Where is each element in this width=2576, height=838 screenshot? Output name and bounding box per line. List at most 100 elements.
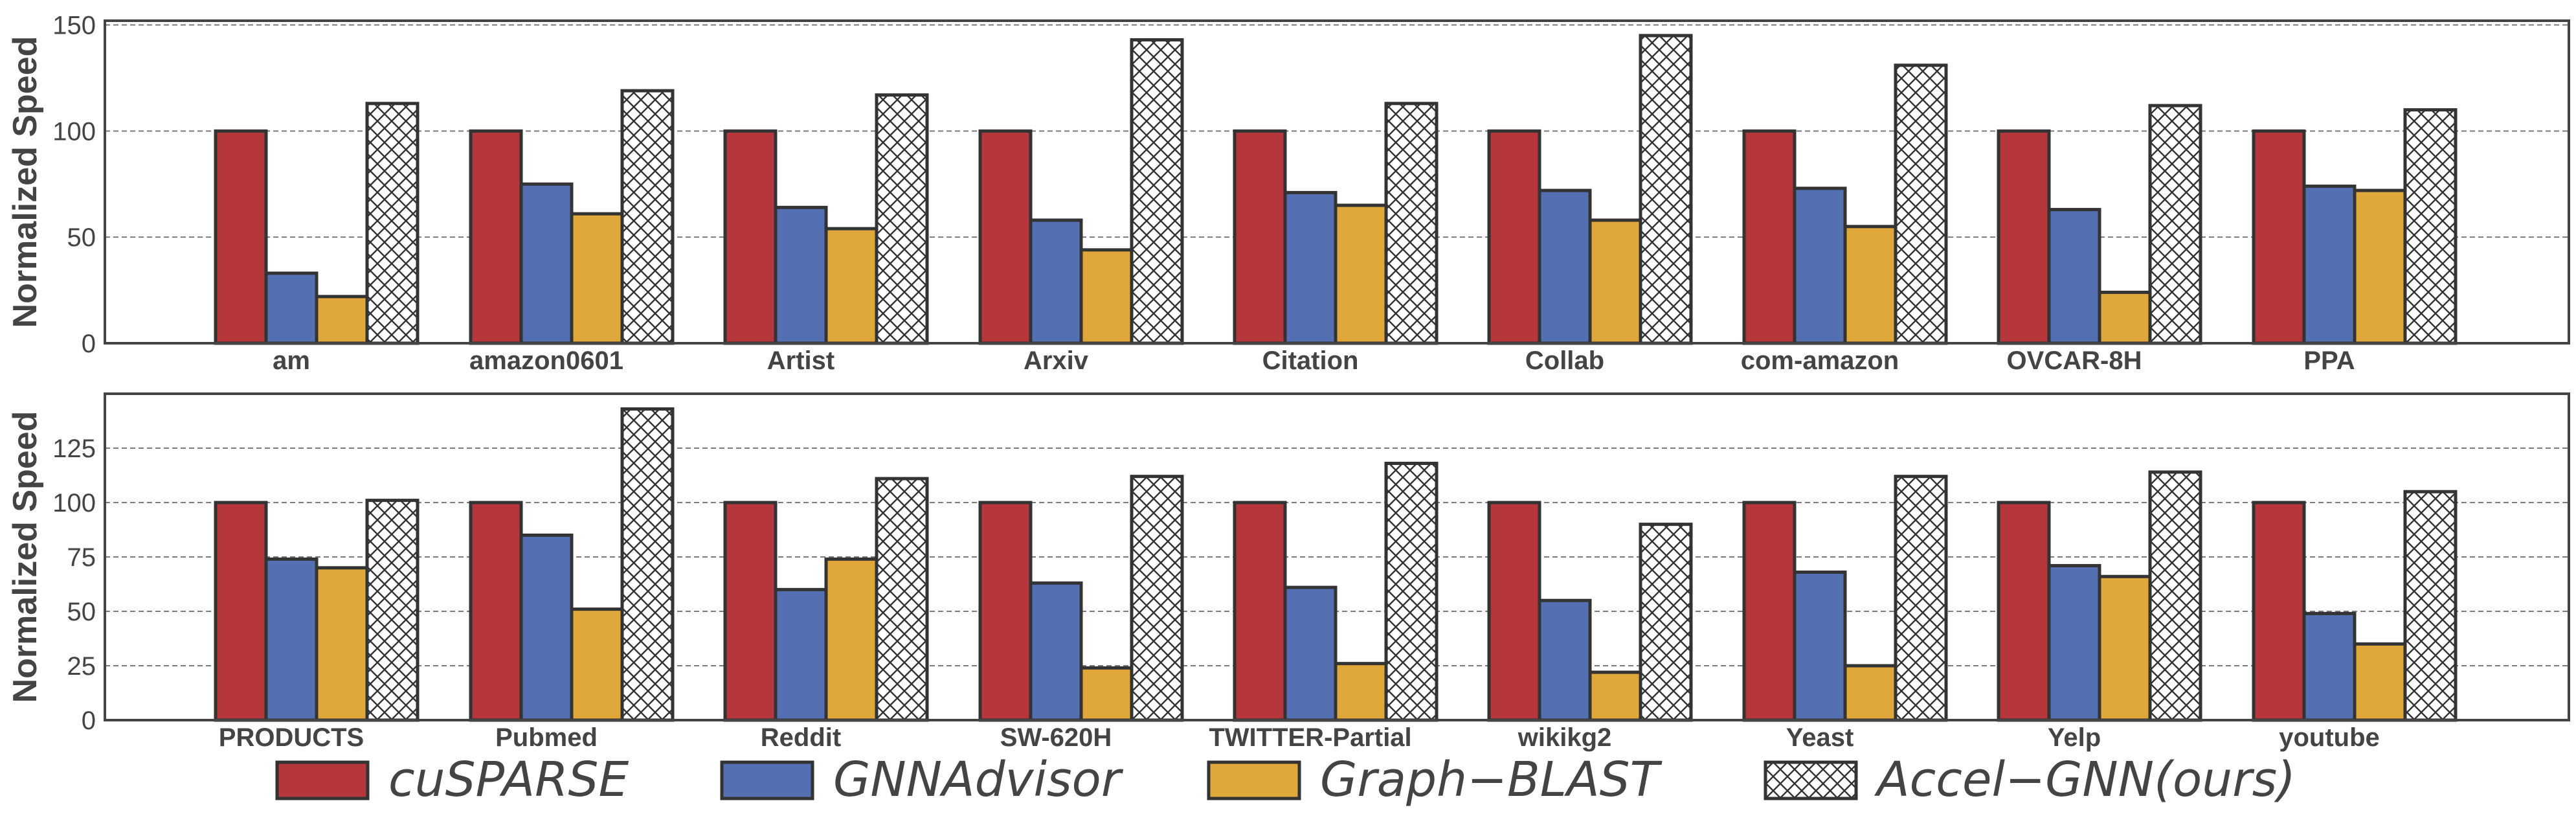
- bar-cusparse: [723, 501, 778, 722]
- category-label: Collab: [1525, 346, 1604, 375]
- chart-panel-2: 0 25 50 75 100 125 Normalized Speed PRODUCTS Pub…: [6, 392, 2570, 752]
- legend-label: cuSPARSE: [388, 752, 629, 808]
- bar-accel-gnn: [1639, 523, 1693, 722]
- bar-cusparse: [1233, 129, 1287, 345]
- bar-graph-blast: [570, 607, 624, 722]
- bar-graph-blast: [315, 566, 369, 722]
- bar-cusparse: [469, 129, 523, 345]
- bar-graph-blast: [1079, 248, 1134, 345]
- bar-cusparse: [978, 501, 1033, 722]
- bar-cusparse: [1997, 129, 2051, 345]
- bar-cusparse: [1487, 129, 1541, 345]
- legend-label: Graph−BLAST: [1320, 752, 1663, 808]
- bar-gnnadvisor: [1538, 598, 1592, 722]
- category-label: amazon0601: [469, 346, 623, 375]
- category-label: Arxiv: [1024, 346, 1089, 375]
- category-label: com-amazon: [1741, 346, 1899, 375]
- bar-accel-gnn: [365, 499, 420, 722]
- bar-graph-blast: [1843, 225, 1898, 345]
- legend-item-cusparse: cuSPARSE: [275, 752, 629, 808]
- category-label: Pubmed: [495, 723, 598, 752]
- y-tick-label: 0: [82, 707, 96, 735]
- category-label: Citation: [1262, 346, 1359, 375]
- y-axis-title: Normalized Speed: [6, 411, 44, 703]
- bar-accel-gnn: [2403, 490, 2458, 722]
- category-label: PRODUCTS: [219, 723, 364, 752]
- bar-accel-gnn: [2403, 108, 2458, 345]
- bar-graph-blast: [570, 212, 624, 345]
- plot-frame: [104, 392, 2570, 721]
- bar-accel-gnn: [1384, 102, 1439, 345]
- y-tick-label: 125: [52, 435, 96, 463]
- bar-gnnadvisor: [2302, 185, 2357, 345]
- bar-graph-blast: [2098, 290, 2152, 345]
- bar-accel-gnn: [620, 407, 675, 722]
- bar-accel-gnn: [1894, 475, 1948, 722]
- legend-item-gnnadvisor: GNNAdvisor: [720, 752, 1124, 808]
- plot-frame: [104, 19, 2570, 345]
- bar-cusparse: [1233, 501, 1287, 722]
- category-label: OVCAR-8H: [2007, 346, 2142, 375]
- legend-label: Accel−GNN(ours): [1874, 752, 2296, 808]
- category-label: SW-620H: [1000, 723, 1112, 752]
- legend-swatch: [720, 760, 814, 800]
- bar-accel-gnn: [2148, 104, 2202, 345]
- legend-swatch: [275, 760, 370, 800]
- bar-gnnadvisor: [519, 182, 574, 345]
- bar-gnnadvisor: [1283, 190, 1338, 345]
- legend: cuSPARSE GNNAdvisor Graph−BLAST Accel−GNN(o…: [275, 752, 2296, 808]
- bar-accel-gnn: [2148, 470, 2202, 722]
- bar-accel-gnn: [1130, 38, 1184, 345]
- bar-cusparse: [1997, 501, 2051, 722]
- category-label: wikikg2: [1518, 723, 1612, 752]
- category-label: PPA: [2303, 346, 2355, 375]
- bar-accel-gnn: [1130, 475, 1184, 722]
- bar-graph-blast: [1079, 666, 1134, 722]
- bar-graph-blast: [1334, 662, 1388, 722]
- legend-swatch: [1207, 760, 1301, 800]
- bar-cusparse: [978, 129, 1033, 345]
- bar-cusparse: [469, 501, 523, 722]
- bar-cusparse: [1742, 501, 1797, 722]
- bar-accel-gnn: [365, 102, 420, 345]
- bar-cusparse: [214, 129, 268, 345]
- bar-gnnadvisor: [264, 557, 319, 722]
- y-tick-label: 0: [82, 330, 96, 358]
- y-tick-label: 100: [52, 489, 96, 517]
- bar-graph-blast: [315, 295, 369, 345]
- bar-gnnadvisor: [1283, 585, 1338, 722]
- bar-graph-blast: [2353, 642, 2407, 722]
- bar-accel-gnn: [875, 477, 929, 722]
- category-label: Artist: [767, 346, 834, 375]
- legend-item-graph-blast: Graph−BLAST: [1207, 752, 1663, 808]
- bar-graph-blast: [824, 227, 879, 345]
- bar-gnnadvisor: [519, 533, 574, 722]
- y-tick-label: 50: [67, 598, 96, 626]
- bar-gnnadvisor: [1538, 188, 1592, 345]
- bar-cusparse: [214, 501, 268, 722]
- chart-panel-1: 0 50 100 150 Normalized Speed am amazon0601 Art…: [6, 12, 2570, 375]
- bar-gnnadvisor: [1793, 571, 1847, 722]
- bar-accel-gnn: [1384, 462, 1439, 722]
- bar-accel-gnn: [620, 89, 675, 345]
- legend-item-accel-gnn: Accel−GNN(ours): [1764, 752, 2296, 808]
- legend-label: GNNAdvisor: [833, 752, 1124, 808]
- bar-graph-blast: [1334, 203, 1388, 345]
- bar-gnnadvisor: [2047, 563, 2101, 722]
- y-tick-label: 50: [67, 223, 96, 252]
- bar-graph-blast: [1588, 670, 1642, 722]
- legend-swatch: [1764, 760, 1858, 800]
- y-axis-title: Normalized Speed: [6, 36, 44, 328]
- bar-gnnadvisor: [1793, 187, 1847, 345]
- bar-gnnadvisor: [774, 205, 828, 345]
- bar-cusparse: [2252, 129, 2306, 345]
- bar-cusparse: [2252, 501, 2306, 722]
- category-label: am: [273, 346, 310, 375]
- bar-graph-blast: [1588, 218, 1642, 345]
- bar-cusparse: [723, 129, 778, 345]
- bar-graph-blast: [2353, 188, 2407, 345]
- category-label: Reddit: [761, 723, 841, 752]
- bar-gnnadvisor: [1029, 581, 1083, 722]
- bar-graph-blast: [2098, 574, 2152, 722]
